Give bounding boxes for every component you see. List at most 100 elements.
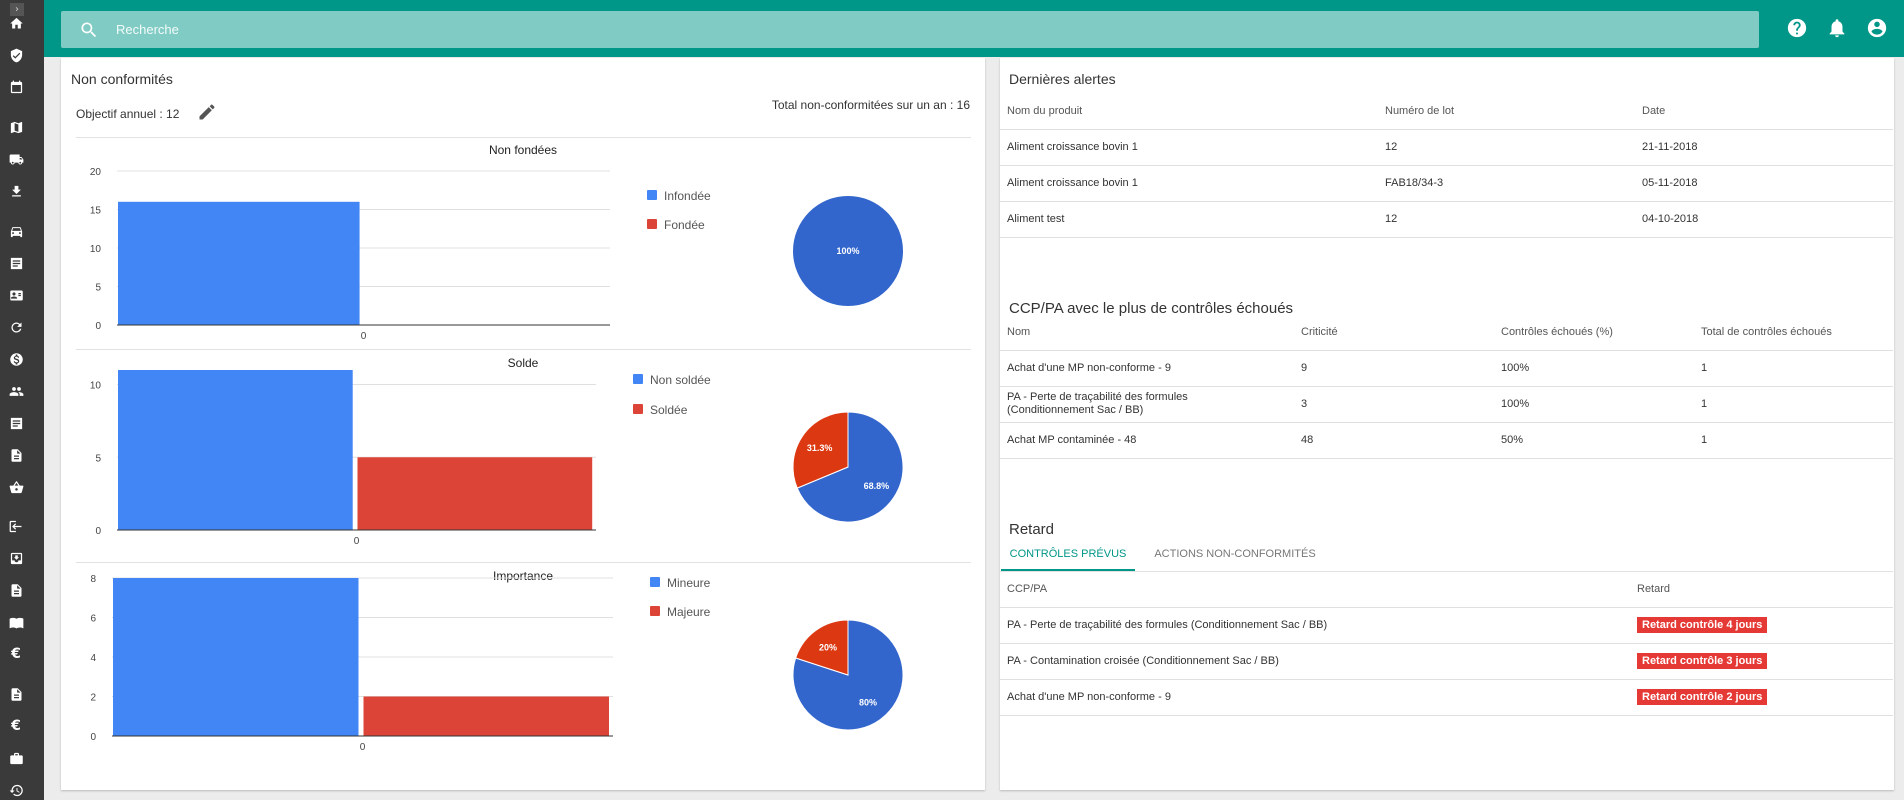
list-icon[interactable] bbox=[8, 255, 24, 271]
bar-majeure bbox=[363, 696, 609, 736]
sidebar-icons: € € bbox=[0, 0, 44, 800]
table-row[interactable]: Aliment test 12 04-10-2018 bbox=[1000, 201, 1893, 238]
y-tick-label: 10 bbox=[90, 244, 102, 255]
map-icon[interactable] bbox=[8, 119, 24, 135]
y-tick-label: 5 bbox=[95, 283, 101, 294]
list-icon[interactable] bbox=[8, 415, 24, 431]
pie-label: 80% bbox=[859, 698, 877, 708]
legend-swatch bbox=[650, 577, 660, 587]
tab-controles-prevus[interactable]: CONTRÔLES PRÉVUS bbox=[1001, 545, 1135, 571]
edit-pencil-icon[interactable] bbox=[197, 102, 217, 122]
briefcase-icon[interactable] bbox=[8, 750, 24, 766]
column-header: Retard bbox=[1630, 572, 1893, 608]
chart-title: Non fondées bbox=[489, 143, 557, 157]
column-header: Criticité bbox=[1294, 315, 1494, 351]
y-tick-label: 6 bbox=[90, 614, 96, 625]
table-row[interactable]: PA - Perte de traçabilité des formules (… bbox=[1000, 607, 1893, 644]
column-header: Numéro de lot bbox=[1378, 94, 1635, 130]
car-icon[interactable] bbox=[8, 223, 24, 239]
inbox-icon[interactable] bbox=[8, 550, 24, 566]
non-conformities-card: Non conformités Objectif annuel : 12 Tot… bbox=[61, 58, 985, 790]
alerts-card: Dernières alertes Nom du produit Numéro … bbox=[1000, 58, 1894, 790]
document-icon[interactable] bbox=[8, 582, 24, 598]
people-icon[interactable] bbox=[8, 383, 24, 399]
column-header: Nom bbox=[1000, 315, 1294, 351]
dollar-icon[interactable] bbox=[8, 351, 24, 367]
pie-label: 20% bbox=[819, 642, 837, 652]
contact-card-icon[interactable] bbox=[8, 287, 24, 303]
basket-icon[interactable] bbox=[8, 479, 24, 495]
account-icon[interactable] bbox=[1866, 17, 1888, 39]
sidebar-toggle-button[interactable]: › bbox=[10, 3, 24, 16]
pie-slice bbox=[792, 411, 849, 489]
download-icon[interactable] bbox=[8, 183, 24, 199]
y-tick-label: 15 bbox=[90, 206, 102, 217]
retard-table: CCP/PA Retard PA - Perte de traçabilité … bbox=[1000, 572, 1893, 716]
refresh-icon[interactable] bbox=[8, 319, 24, 335]
card-title: Non conformités bbox=[71, 71, 173, 87]
calendar-icon[interactable] bbox=[8, 79, 24, 95]
y-tick-label: 0 bbox=[95, 321, 101, 332]
bar-infondée bbox=[118, 201, 360, 325]
legend-swatch bbox=[633, 374, 643, 384]
legend-swatch bbox=[647, 190, 657, 200]
euro-icon[interactable]: € bbox=[11, 718, 21, 734]
search-bar[interactable] bbox=[61, 11, 1759, 48]
shield-icon[interactable] bbox=[8, 47, 24, 63]
x-tick-label: 0 bbox=[361, 331, 367, 342]
truck-icon[interactable] bbox=[8, 151, 24, 167]
x-tick-label: 0 bbox=[360, 742, 366, 753]
retard-title: Retard bbox=[1009, 521, 1055, 538]
search-icon bbox=[81, 22, 97, 37]
ccp-table: Nom Criticité Contrôles échoués (%) Tota… bbox=[1000, 315, 1893, 459]
help-icon[interactable] bbox=[1786, 17, 1808, 39]
book-icon[interactable] bbox=[8, 614, 24, 630]
table-row[interactable]: PA - Perte de traçabilité des formules (… bbox=[1000, 386, 1893, 423]
y-tick-label: 8 bbox=[90, 574, 96, 585]
pie-label: 100% bbox=[836, 246, 859, 256]
legend-label: Majeure bbox=[667, 605, 711, 619]
y-tick-label: 4 bbox=[90, 653, 96, 664]
bar-mineure bbox=[113, 578, 359, 736]
y-tick-label: 2 bbox=[90, 693, 96, 704]
search-input[interactable] bbox=[116, 22, 716, 37]
legend-swatch bbox=[633, 404, 643, 414]
legend-label: Mineure bbox=[667, 576, 711, 590]
alerts-title: Dernières alertes bbox=[1009, 71, 1116, 87]
document-icon[interactable] bbox=[8, 447, 24, 463]
table-row[interactable]: Achat d'une MP non-conforme - 9 9 100% 1 bbox=[1000, 350, 1893, 387]
bar-non-soldée bbox=[118, 370, 353, 530]
column-header: Date bbox=[1635, 94, 1893, 130]
login-icon[interactable] bbox=[8, 518, 24, 534]
history-icon[interactable] bbox=[8, 782, 24, 798]
annual-total: Total non-conformitées sur un an : 16 bbox=[771, 98, 970, 112]
legend-label: Non soldée bbox=[650, 373, 711, 387]
pie-label: 31.3% bbox=[807, 443, 833, 453]
table-row[interactable]: Aliment croissance bovin 1 FAB18/34-3 05-1… bbox=[1000, 165, 1893, 202]
table-row[interactable]: Achat d'une MP non-conforme - 9 Retard co… bbox=[1000, 679, 1893, 716]
legend-label: Infondée bbox=[664, 189, 711, 203]
table-row[interactable]: Aliment croissance bovin 1 12 21-11-2018 bbox=[1000, 129, 1893, 166]
x-tick-label: 0 bbox=[354, 536, 360, 547]
sidebar: € € › bbox=[0, 0, 44, 800]
delay-badge: Retard contrôle 3 jours bbox=[1637, 653, 1768, 669]
bar-soldée bbox=[357, 457, 593, 530]
y-tick-label: 0 bbox=[95, 526, 101, 537]
chart-title: Solde bbox=[508, 356, 539, 370]
delay-badge: Retard contrôle 4 jours bbox=[1637, 617, 1768, 633]
ccp-title: CCP/PA avec le plus de contrôles échoués bbox=[1009, 300, 1294, 317]
y-tick-label: 20 bbox=[90, 167, 102, 178]
home-icon[interactable] bbox=[8, 15, 24, 31]
legend-swatch bbox=[650, 606, 660, 616]
tab-actions-non-conformites[interactable]: ACTIONS NON-CONFORMITÉS bbox=[1154, 548, 1316, 560]
table-row[interactable]: Achat MP contaminée - 48 48 50% 1 bbox=[1000, 422, 1893, 459]
legend-label: Fondée bbox=[664, 218, 705, 232]
column-header: Nom du produit bbox=[1000, 94, 1378, 130]
y-tick-label: 10 bbox=[90, 381, 102, 392]
euro-icon[interactable]: € bbox=[11, 646, 21, 662]
table-row[interactable]: PA - Contamination croisée (Conditionnem… bbox=[1000, 643, 1893, 680]
column-header: Total de contrôles échoués bbox=[1694, 315, 1893, 351]
chart-non-fondees: Non fondées 0 5 10 15 20 0 Infondée Fondée 100% bbox=[90, 143, 903, 342]
document-icon[interactable] bbox=[8, 686, 24, 702]
bell-icon[interactable] bbox=[1826, 17, 1848, 39]
